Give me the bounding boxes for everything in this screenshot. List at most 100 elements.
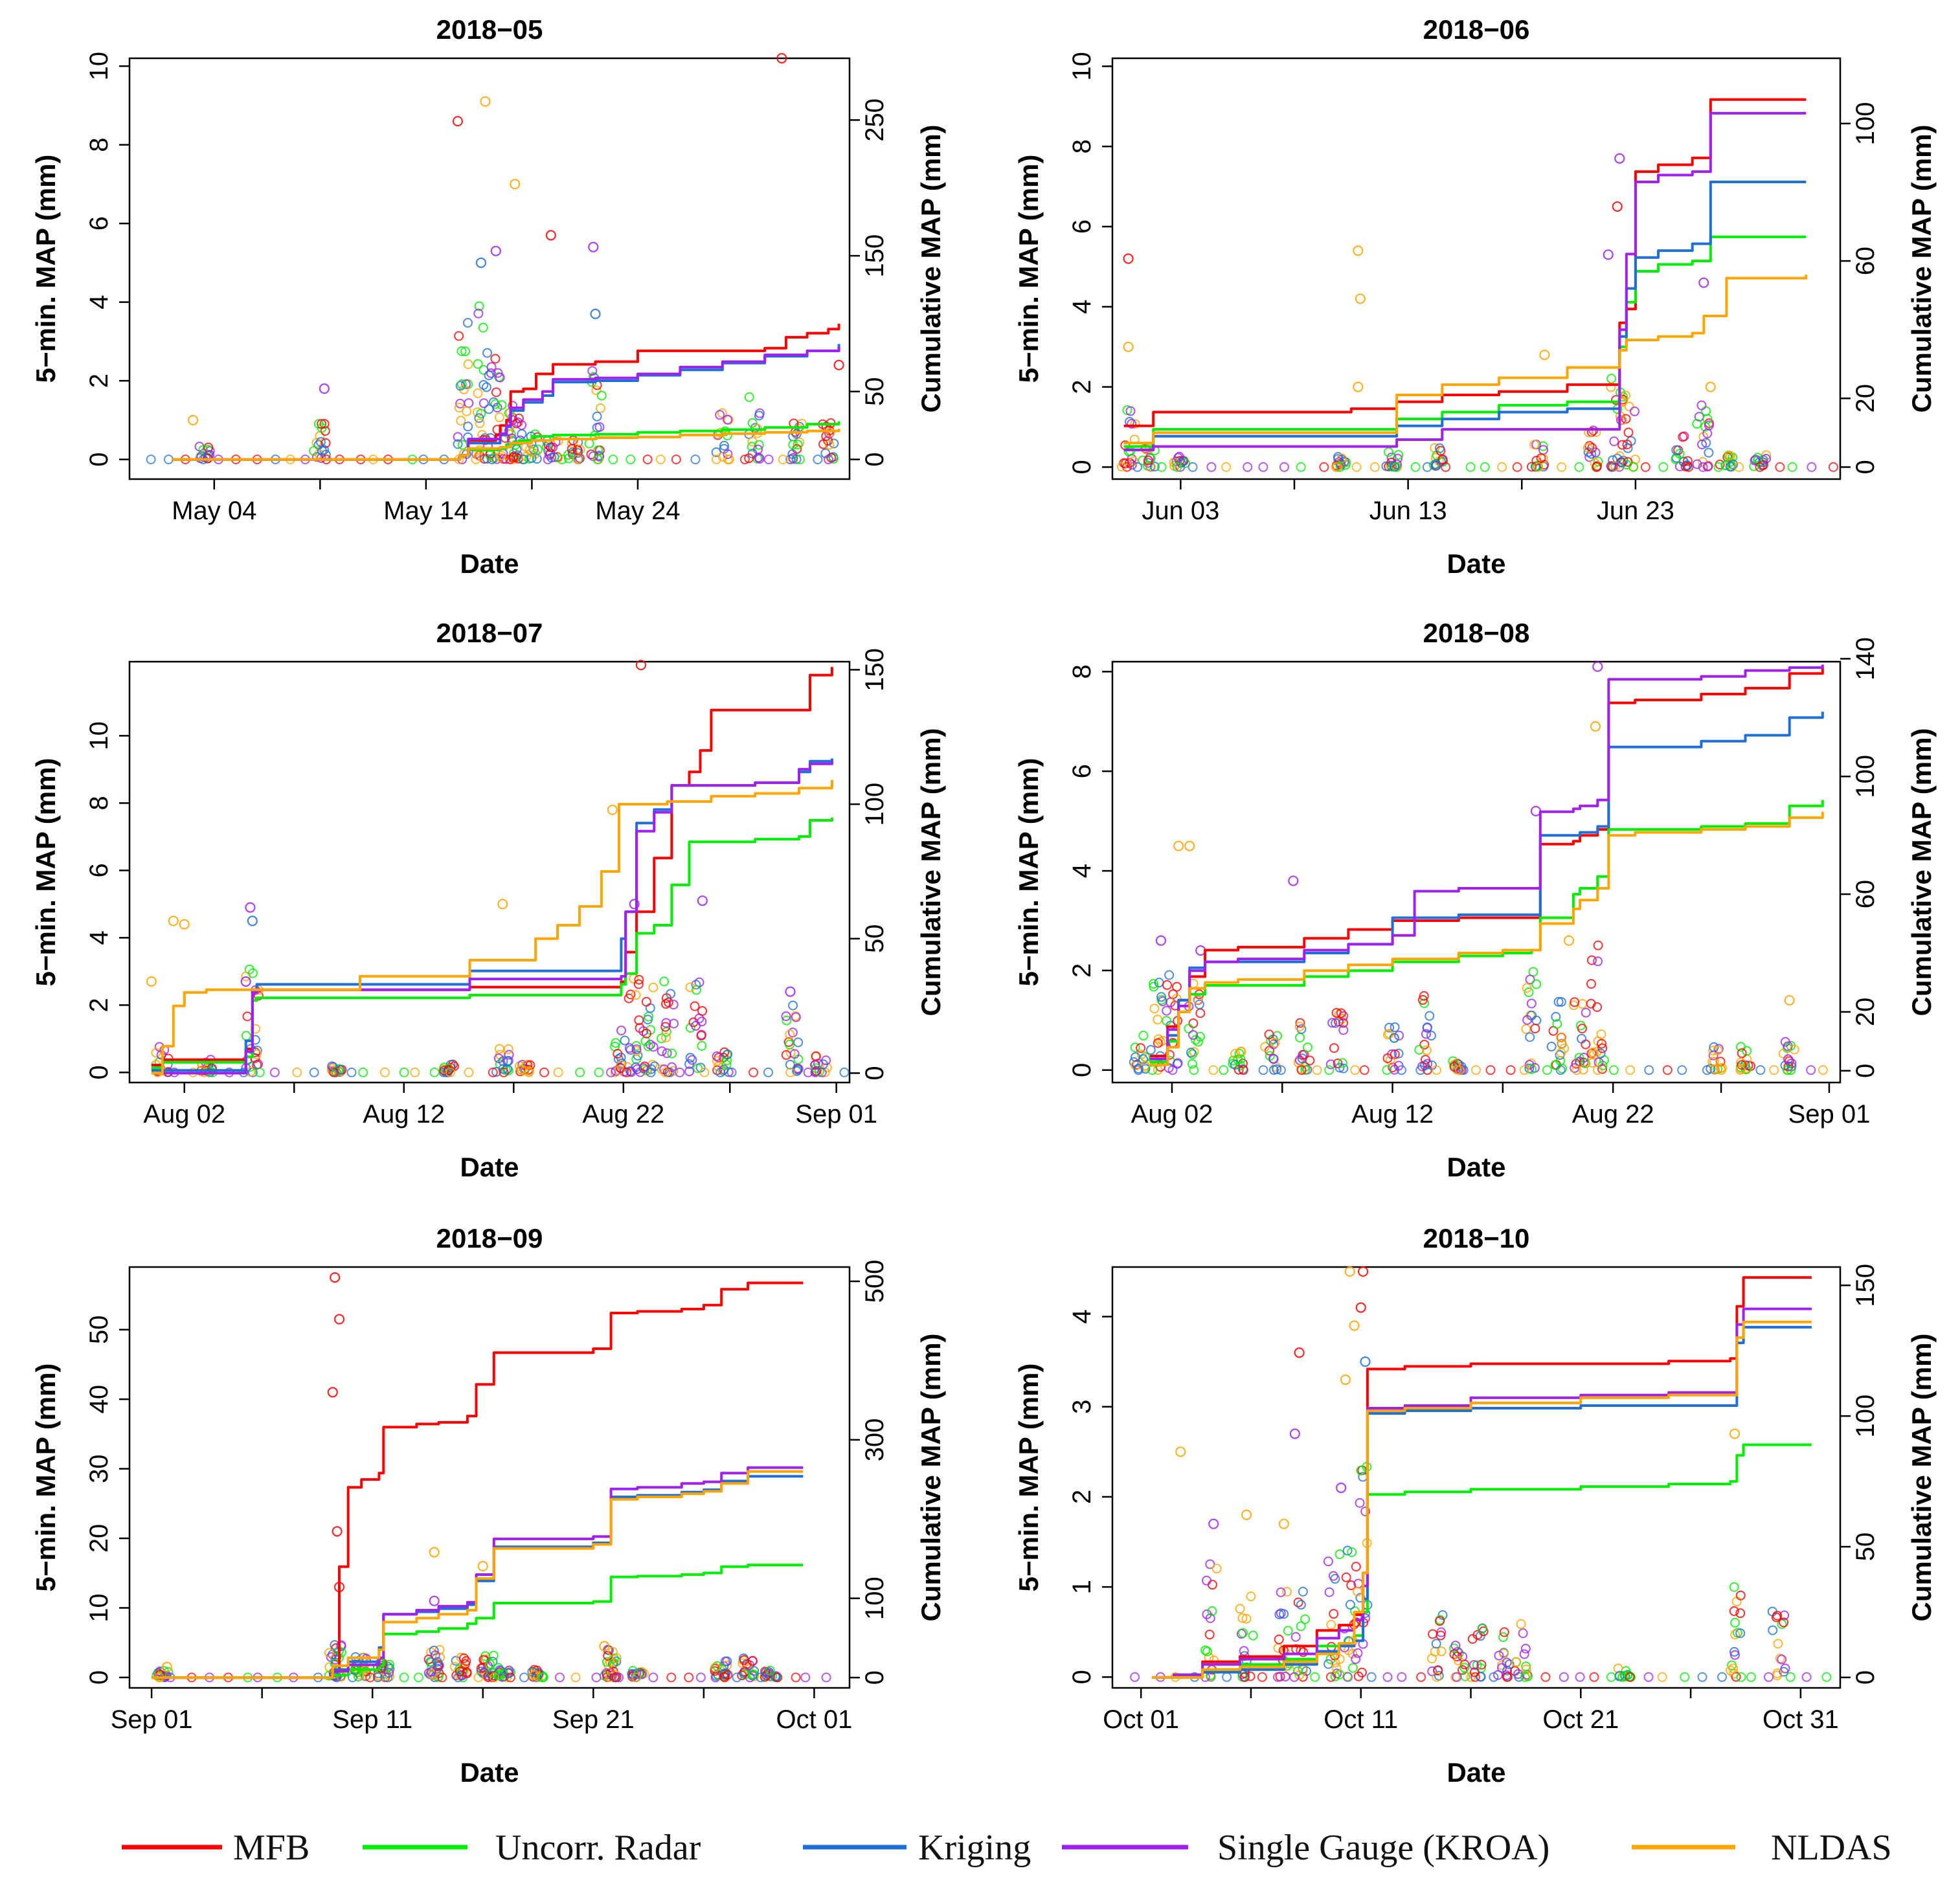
data-point [660, 999, 671, 1009]
data-point [1657, 1672, 1667, 1682]
plot-frame [128, 57, 851, 480]
data-point [1331, 1663, 1342, 1674]
x-axis-label: Date [1447, 1757, 1505, 1788]
data-point [497, 400, 507, 410]
panel-title: 2018−09 [436, 1223, 543, 1253]
data-point [727, 1067, 737, 1077]
data-point [1449, 1062, 1459, 1072]
data-point [1236, 1046, 1246, 1057]
data-point [464, 1067, 474, 1077]
data-point [1136, 1043, 1146, 1053]
data-point [1428, 1629, 1438, 1639]
y2-axis-label: Cumulative MAP (mm) [1906, 125, 1937, 413]
data-point [648, 1672, 659, 1683]
y-tick-label: 8 [1068, 139, 1096, 153]
data-point [1606, 382, 1616, 392]
data-point [584, 438, 594, 449]
data-point [1391, 462, 1401, 472]
data-point [1148, 979, 1158, 989]
data-point [1187, 1059, 1197, 1069]
x-axis-label: Date [460, 1757, 519, 1788]
data-point [1623, 443, 1633, 453]
data-point [1628, 462, 1638, 472]
data-point [1289, 1428, 1300, 1439]
data-point [690, 1001, 700, 1011]
data-point [1258, 462, 1268, 472]
panel-title: 2018−08 [1423, 618, 1530, 648]
y2-tick-label: 50 [861, 377, 889, 407]
data-point [1346, 1580, 1357, 1591]
data-point [429, 1547, 440, 1558]
data-point [1684, 462, 1694, 472]
data-point [1208, 1065, 1219, 1075]
data-point [1189, 1065, 1199, 1075]
data-point [1553, 996, 1564, 1007]
data-point [1325, 1059, 1336, 1070]
data-point [1385, 1055, 1395, 1066]
data-point [587, 366, 598, 376]
data-point [1643, 1672, 1654, 1682]
data-point [611, 1038, 621, 1048]
data-point [488, 1656, 498, 1667]
data-point [1258, 1065, 1268, 1075]
data-point [517, 420, 527, 431]
data-point [591, 1672, 602, 1683]
data-point [1702, 1065, 1712, 1075]
data-point [1469, 1660, 1479, 1670]
y-axis-label: 5−min. MAP (mm) [1013, 758, 1044, 987]
data-point [1173, 453, 1184, 463]
legend-item: Kriging [803, 1828, 1031, 1868]
data-point [1303, 1042, 1313, 1053]
data-point [432, 1657, 442, 1667]
y-tick-label: 4 [1068, 1309, 1096, 1323]
data-point [1235, 1604, 1245, 1614]
x-tick-label: Jun 03 [1142, 497, 1219, 525]
data-point [793, 1037, 804, 1048]
data-point [684, 1066, 695, 1077]
data-point [1397, 1672, 1407, 1682]
data-point [372, 1672, 383, 1683]
data-point [1575, 1672, 1585, 1682]
data-point [744, 392, 754, 402]
data-point [711, 455, 721, 465]
data-point [715, 1067, 726, 1077]
data-point [1325, 1672, 1336, 1682]
data-point [1764, 1672, 1774, 1682]
x-tick-label: May 14 [383, 497, 468, 525]
data-point [1298, 1665, 1308, 1676]
data-point [1629, 406, 1639, 416]
data-point [481, 382, 491, 392]
data-point [685, 1022, 695, 1033]
data-point [1296, 1621, 1306, 1632]
data-point [1726, 1665, 1736, 1676]
data-point [1341, 1572, 1351, 1582]
series-line-nldas [172, 429, 840, 461]
data-point [1586, 979, 1596, 989]
series-line-mfb [172, 323, 840, 461]
data-point [691, 985, 701, 995]
data-point [1821, 1672, 1832, 1682]
data-point [1494, 1650, 1504, 1661]
data-point [557, 455, 567, 465]
data-point [1295, 1033, 1305, 1043]
data-point [336, 1641, 346, 1652]
data-point [254, 1067, 265, 1077]
plot-frame [1111, 1266, 1842, 1689]
data-point [1623, 1670, 1633, 1680]
data-point [1680, 1672, 1690, 1682]
data-point [657, 1046, 667, 1057]
data-point [1238, 1065, 1248, 1075]
data-point [477, 1560, 488, 1572]
data-point [1586, 955, 1597, 965]
data-point [1750, 455, 1761, 465]
legend-item: MFB [122, 1828, 310, 1868]
data-point [1390, 1050, 1400, 1060]
data-point [607, 1646, 618, 1657]
data-point [1326, 1619, 1336, 1630]
data-point [1782, 1065, 1792, 1075]
x-tick-label: Oct 11 [1324, 1705, 1398, 1734]
data-point [1426, 1654, 1437, 1664]
data-point [474, 301, 484, 311]
data-point [1274, 1610, 1285, 1620]
data-point [462, 406, 472, 416]
